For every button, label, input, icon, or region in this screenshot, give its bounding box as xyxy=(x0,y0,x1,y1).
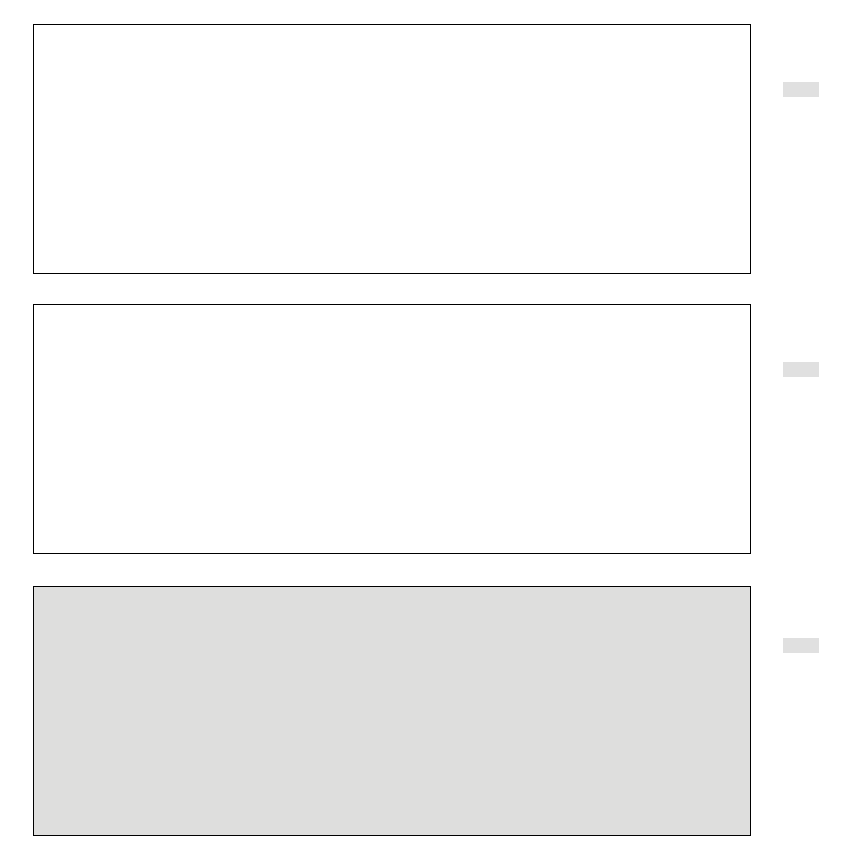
radar-data-fall-velocity xyxy=(34,25,749,272)
panel-label-reflectivity xyxy=(0,586,32,858)
x-axis-fall-velocity xyxy=(0,274,784,296)
plot-area-reflectivity[interactable] xyxy=(33,586,751,836)
miss-swatch-icon xyxy=(783,362,819,377)
colorbar-reflectivity xyxy=(778,618,850,653)
miss-swatch-icon xyxy=(783,82,819,97)
panel-fall-velocity xyxy=(0,24,850,296)
panel-reflectivity xyxy=(0,586,850,858)
panel-label-fall-velocity xyxy=(0,24,32,296)
colorbar-miss-reflectivity xyxy=(778,638,850,653)
colorbar-rain-intensity xyxy=(778,342,850,377)
plot-area-rain-intensity[interactable] xyxy=(33,304,751,554)
x-axis-rain-intensity xyxy=(0,554,784,576)
colorbar-unit-fall-velocity xyxy=(778,62,850,76)
colorbar-unit-reflectivity xyxy=(778,618,850,632)
colorbar-miss-fall-velocity xyxy=(778,82,850,97)
none-swatch-icon xyxy=(783,638,819,653)
panel-label-rain-intensity xyxy=(0,304,32,576)
panel-rain-intensity xyxy=(0,304,850,576)
colorbar-unit-rain-intensity xyxy=(778,342,850,356)
x-axis-reflectivity xyxy=(0,836,784,858)
radar-data-rain-intensity xyxy=(34,305,749,552)
radar-data-reflectivity xyxy=(34,587,749,834)
colorbar-fall-velocity xyxy=(778,62,850,97)
colorbar-miss-rain-intensity xyxy=(778,362,850,377)
plot-area-fall-velocity[interactable] xyxy=(33,24,751,274)
